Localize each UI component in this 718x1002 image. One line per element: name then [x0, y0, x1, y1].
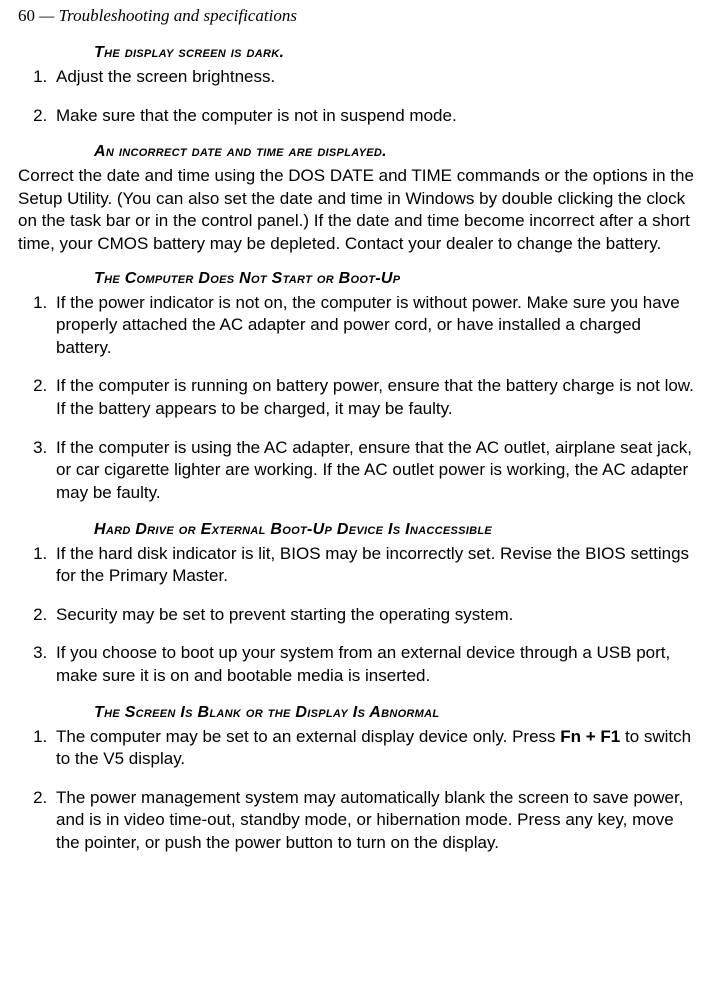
list-item: If the hard disk indicator is lit, BIOS …: [52, 543, 700, 588]
section-title-dark-screen: The display screen is dark.: [94, 44, 700, 62]
list-item: If you choose to boot up your system fro…: [52, 642, 700, 687]
list-no-boot: If the power indicator is not on, the co…: [18, 292, 700, 505]
section-title-hdd: Hard Drive or External Boot-Up Device Is…: [94, 521, 700, 539]
list-item: Make sure that the computer is not in su…: [52, 105, 700, 128]
page-number: 60: [18, 6, 35, 25]
list-item: Adjust the screen brightness.: [52, 66, 700, 89]
list-item: Security may be set to prevent starting …: [52, 604, 700, 627]
list-item: If the computer is using the AC adapter,…: [52, 437, 700, 505]
paragraph-date-time: Correct the date and time using the DOS …: [18, 165, 700, 255]
list-item: If the computer is running on battery po…: [52, 375, 700, 420]
list-dark-screen: Adjust the screen brightness. Make sure …: [18, 66, 700, 127]
section-title-date-time: An incorrect date and time are displayed…: [94, 143, 700, 161]
section-title-no-boot: The Computer Does Not Start or Boot-Up: [94, 270, 700, 288]
list-hdd: If the hard disk indicator is lit, BIOS …: [18, 543, 700, 688]
list-item: If the power indicator is not on, the co…: [52, 292, 700, 360]
section-title-blank-screen: The Screen Is Blank or the Display Is Ab…: [94, 704, 700, 722]
chapter-title: — Troubleshooting and specifications: [39, 6, 297, 25]
list-blank-screen: The computer may be set to an external d…: [18, 726, 700, 855]
list-item: The power management system may automati…: [52, 787, 700, 855]
list-item: The computer may be set to an external d…: [52, 726, 700, 771]
page-header: 60 — Troubleshooting and specifications: [18, 6, 700, 26]
